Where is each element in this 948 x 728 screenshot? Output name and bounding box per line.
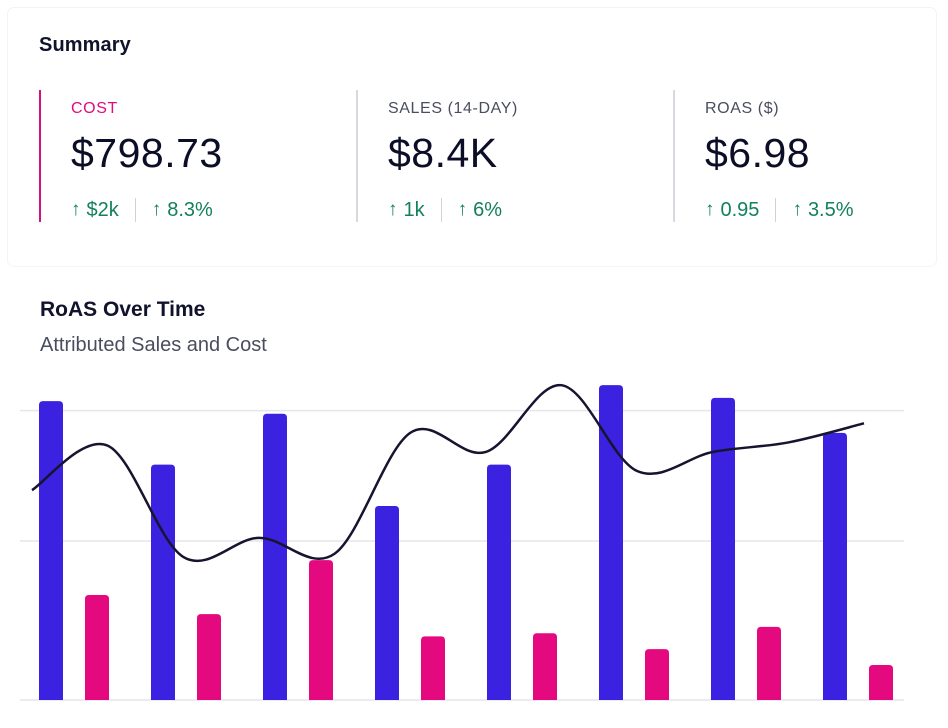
summary-title: Summary	[39, 34, 131, 56]
metric-value: $6.98	[705, 130, 811, 176]
metric-sales[interactable]: SALES (14-DAY) $8.4K ↑ 1k ↑ 6%	[356, 90, 656, 222]
delta-percent-value: 3.5%	[807, 198, 854, 221]
metric-deltas: ↑ 0.95 ↑ 3.5%	[705, 198, 854, 222]
metric-deltas: ↑ 1k ↑ 6%	[388, 198, 502, 222]
metric-label: COST	[71, 100, 118, 117]
chart-subtitle: Attributed Sales and Cost	[40, 334, 267, 356]
cost-bar[interactable]	[197, 614, 221, 700]
delta-absolute-value: 1k	[403, 198, 425, 221]
arrow-up-icon: ↑	[388, 199, 398, 220]
metric-label: ROAS ($)	[705, 100, 780, 117]
cost-bar[interactable]	[309, 560, 333, 700]
cost-bar[interactable]	[645, 649, 669, 700]
metric-roas[interactable]: ROAS ($) $6.98 ↑ 0.95 ↑ 3.5%	[673, 90, 948, 222]
delta-absolute: ↑ 0.95	[705, 199, 759, 222]
delta-absolute-value: 0.95	[720, 198, 760, 221]
delta-percent: ↑ 3.5%	[792, 199, 853, 222]
delta-divider	[440, 198, 442, 222]
arrow-up-icon: ↑	[71, 199, 81, 220]
sales-bar[interactable]	[487, 464, 511, 700]
delta-absolute: ↑ 1k	[388, 199, 425, 222]
roas-chart	[20, 383, 904, 701]
sales-bar[interactable]	[39, 401, 63, 700]
metric-value: $798.73	[71, 130, 223, 176]
sales-bar[interactable]	[599, 385, 623, 700]
delta-percent: ↑ 8.3%	[152, 199, 213, 222]
delta-divider	[134, 198, 136, 222]
metric-label: SALES (14-DAY)	[388, 100, 518, 117]
chart-card: RoAS Over Time Attributed Sales and Cost	[8, 272, 936, 728]
cost-bar[interactable]	[757, 626, 781, 700]
roas-trend-line	[31, 383, 865, 563]
sales-bar[interactable]	[375, 506, 399, 700]
cost-bar[interactable]	[85, 595, 109, 700]
delta-percent-value: 8.3%	[167, 198, 213, 221]
sales-bar[interactable]	[823, 432, 847, 700]
delta-percent-value: 6%	[473, 198, 503, 221]
arrow-up-icon: ↑	[151, 199, 162, 220]
arrow-up-icon: ↑	[792, 199, 802, 220]
sales-bar[interactable]	[711, 397, 735, 700]
sales-bar[interactable]	[263, 413, 287, 700]
delta-percent: ↑ 6%	[458, 199, 502, 222]
chart-title: RoAS Over Time	[40, 298, 206, 321]
summary-card: Summary COST $798.73 ↑ $2k ↑ 8.3% SALES …	[8, 8, 936, 266]
cost-bar[interactable]	[533, 633, 557, 700]
metric-deltas: ↑ $2k ↑ 8.3%	[71, 198, 213, 222]
metric-value: $8.4K	[388, 130, 498, 176]
delta-divider	[775, 198, 777, 222]
cost-bar[interactable]	[869, 665, 893, 700]
sales-bar[interactable]	[151, 464, 175, 700]
arrow-up-icon: ↑	[457, 199, 468, 220]
delta-absolute: ↑ $2k	[71, 199, 119, 222]
delta-absolute-value: $2k	[86, 198, 119, 221]
arrow-up-icon: ↑	[705, 199, 715, 220]
metric-cost[interactable]: COST $798.73 ↑ $2k ↑ 8.3%	[39, 90, 339, 222]
cost-bar[interactable]	[421, 636, 445, 700]
